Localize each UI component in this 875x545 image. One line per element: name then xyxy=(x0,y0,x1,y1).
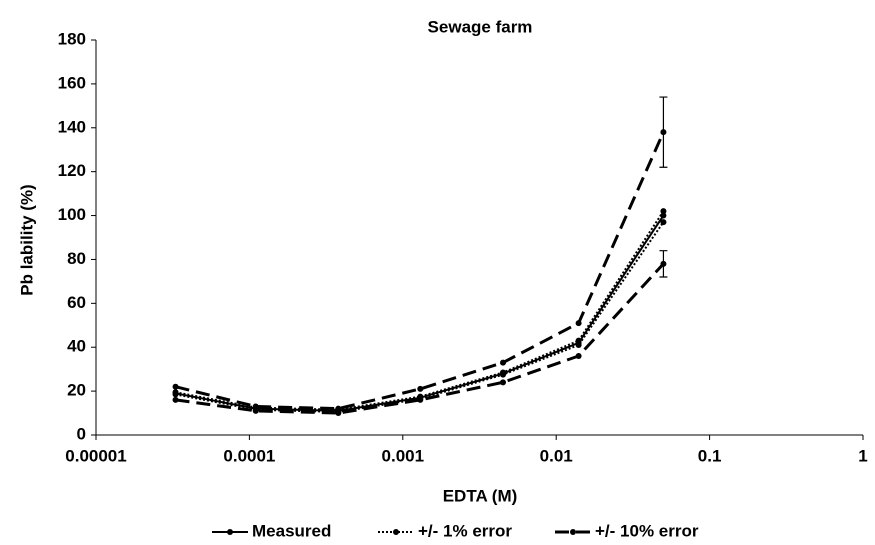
series-line xyxy=(175,210,665,411)
legend-marker xyxy=(570,529,576,535)
y-tick-label: 20 xyxy=(67,381,86,400)
marker xyxy=(660,219,667,226)
marker xyxy=(575,320,582,327)
legend-marker xyxy=(227,529,233,535)
x-tick-label: 0.1 xyxy=(698,446,722,465)
marker xyxy=(335,410,342,417)
marker xyxy=(252,403,259,410)
marker xyxy=(500,379,507,386)
x-tick-label: 0.00001 xyxy=(65,446,126,465)
x-tick-label: 1 xyxy=(858,446,867,465)
y-tick-label: 100 xyxy=(58,205,86,224)
y-tick-label: 40 xyxy=(67,337,86,356)
x-tick-label: 0.0001 xyxy=(223,446,275,465)
marker xyxy=(172,383,179,390)
error-bar xyxy=(659,250,668,278)
marker xyxy=(335,405,342,412)
y-tick-label: 120 xyxy=(58,161,86,180)
legend-label: Measured xyxy=(252,521,331,540)
y-tick-label: 80 xyxy=(67,249,86,268)
marker xyxy=(417,396,424,403)
x-axis-label: EDTA (M) xyxy=(443,486,518,505)
series-line xyxy=(175,131,665,411)
series-line xyxy=(175,215,665,412)
y-tick-label: 140 xyxy=(58,117,86,136)
marker xyxy=(172,396,179,403)
y-axis-label: Pb lability (%) xyxy=(17,184,36,295)
series-line xyxy=(175,221,665,413)
marker xyxy=(500,371,507,378)
marker xyxy=(417,385,424,392)
marker xyxy=(500,359,507,366)
x-tick-label: 0.001 xyxy=(382,446,425,465)
legend-label: +/- 10% error xyxy=(595,521,699,540)
marker xyxy=(575,353,582,359)
y-tick-label: 160 xyxy=(58,73,86,92)
chart-title: Sewage farm xyxy=(428,17,533,36)
marker xyxy=(660,212,667,219)
marker xyxy=(575,342,582,349)
y-tick-label: 0 xyxy=(77,424,86,443)
legend-marker xyxy=(393,529,399,535)
y-tick-label: 180 xyxy=(58,29,86,48)
marker xyxy=(252,407,259,414)
error-bar xyxy=(659,96,668,168)
marker xyxy=(172,391,179,398)
marker xyxy=(660,208,667,215)
x-tick-label: 0.01 xyxy=(540,446,573,465)
y-tick-label: 60 xyxy=(67,293,86,312)
legend-label: +/- 1% error xyxy=(418,521,512,540)
